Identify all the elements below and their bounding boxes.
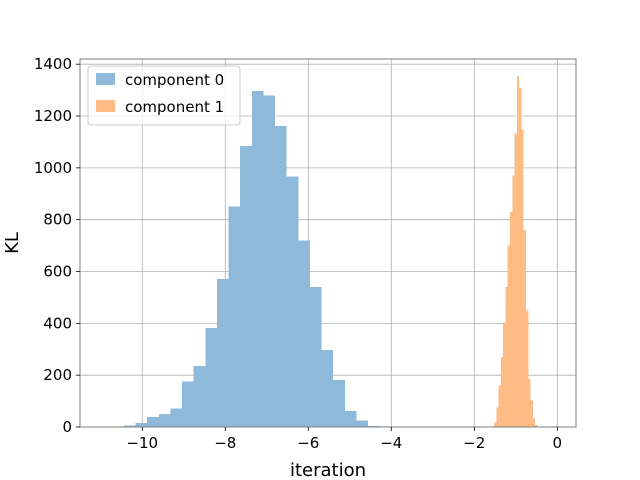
legend-label-component-0: component 0 bbox=[125, 71, 224, 89]
bar-component-1-18 bbox=[532, 418, 536, 427]
bar-component-0-2 bbox=[135, 423, 148, 427]
bar-component-1-3 bbox=[498, 385, 501, 427]
bar-component-1-11 bbox=[516, 75, 520, 428]
bar-component-0-6 bbox=[182, 381, 194, 427]
bar-component-0-5 bbox=[170, 408, 183, 427]
bar-component-0-9 bbox=[216, 278, 229, 427]
bar-component-1-17 bbox=[530, 400, 533, 427]
bar-component-0-12 bbox=[251, 90, 264, 428]
bar-component-0-13 bbox=[263, 95, 276, 428]
bar-component-0-18 bbox=[321, 349, 334, 427]
x-tick-label-3: −4 bbox=[380, 434, 402, 452]
bar-component-0-20 bbox=[344, 410, 357, 427]
bar-component-1-4 bbox=[500, 357, 504, 427]
bar-component-0-17 bbox=[309, 287, 322, 427]
bar-component-0-21 bbox=[356, 420, 369, 427]
bar-component-0-22 bbox=[368, 425, 380, 427]
bar-component-1-2 bbox=[496, 407, 499, 427]
bar-component-1-5 bbox=[503, 322, 506, 427]
bar-component-0-14 bbox=[275, 125, 287, 427]
x-tick-label-2: −6 bbox=[297, 434, 319, 452]
bar-component-0-10 bbox=[228, 206, 241, 427]
bar-component-0-11 bbox=[240, 145, 252, 427]
bar-component-1-9 bbox=[512, 175, 515, 427]
legend-swatch-component-1 bbox=[96, 100, 115, 112]
bar-component-1-8 bbox=[510, 211, 513, 427]
y-tick-label-7: 1400 bbox=[34, 55, 72, 73]
bar-component-1-6 bbox=[505, 287, 508, 427]
bar-component-0-3 bbox=[147, 417, 159, 427]
y-tick-label-1: 200 bbox=[43, 366, 72, 384]
x-tick-label-0: −10 bbox=[126, 434, 158, 452]
y-tick-label-5: 1000 bbox=[34, 159, 72, 177]
x-axis-ticks: −10 −8 −6 −4 −2 0 bbox=[126, 427, 562, 452]
bar-component-1-13 bbox=[521, 129, 524, 427]
y-tick-label-0: 0 bbox=[62, 418, 72, 436]
legend-label-component-1: component 1 bbox=[125, 98, 224, 116]
y-tick-label-6: 1200 bbox=[34, 107, 72, 125]
bar-component-0-7 bbox=[193, 366, 206, 427]
bar-component-0-8 bbox=[205, 328, 217, 427]
bar-component-1-12 bbox=[519, 88, 522, 427]
y-axis-ticks: 0 200 400 600 800 1000 1200 1400 bbox=[34, 55, 80, 436]
x-axis-title: iteration bbox=[290, 460, 366, 480]
bar-component-1-15 bbox=[525, 310, 529, 427]
x-tick-label-4: −2 bbox=[463, 434, 485, 452]
bar-component-1-10 bbox=[514, 133, 517, 427]
plot-frame bbox=[79, 58, 577, 428]
bar-component-1-7 bbox=[507, 245, 511, 427]
y-axis-title: KL bbox=[2, 232, 23, 254]
bar-component-1-19 bbox=[535, 424, 538, 427]
bar-component-0-16 bbox=[298, 240, 310, 427]
y-tick-label-3: 600 bbox=[43, 263, 72, 281]
bar-component-0-15 bbox=[286, 176, 299, 427]
y-tick-label-4: 800 bbox=[43, 211, 72, 229]
bar-component-0-4 bbox=[158, 414, 171, 427]
legend-swatch-component-0 bbox=[96, 73, 115, 85]
bar-component-0-19 bbox=[333, 379, 345, 427]
y-tick-label-2: 400 bbox=[43, 314, 72, 332]
bar-component-0-1 bbox=[123, 425, 136, 427]
bar-component-1-1 bbox=[494, 422, 497, 427]
histogram-bars bbox=[112, 75, 540, 428]
x-tick-label-5: 0 bbox=[553, 434, 563, 452]
legend-box bbox=[87, 65, 241, 126]
bar-component-1-16 bbox=[528, 379, 531, 427]
bar-component-1-14 bbox=[523, 230, 526, 427]
x-tick-label-1: −8 bbox=[214, 434, 236, 452]
legend: component 0 component 1 bbox=[87, 65, 241, 126]
